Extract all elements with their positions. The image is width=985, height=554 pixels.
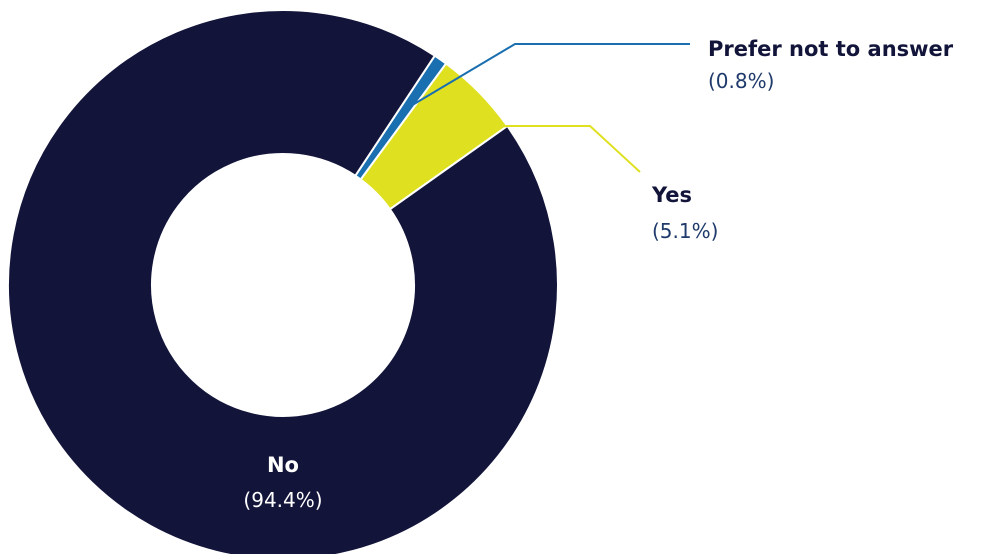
leader-line-prefer-not-to-answer [405,43,690,110]
slice-no [7,9,559,554]
label-no-percent: (94.4%) [243,488,322,512]
label-yes-name: Yes [651,183,692,207]
label-no-name: No [267,453,299,477]
donut-slices [7,9,559,554]
label-yes-percent: (5.1%) [652,219,718,243]
leader-lines [405,43,690,173]
label-prefer-not-to-answer-percent: (0.8%) [708,69,774,93]
label-prefer-not-to-answer-name: Prefer not to answer [708,37,954,61]
leader-line-yes [439,125,641,173]
